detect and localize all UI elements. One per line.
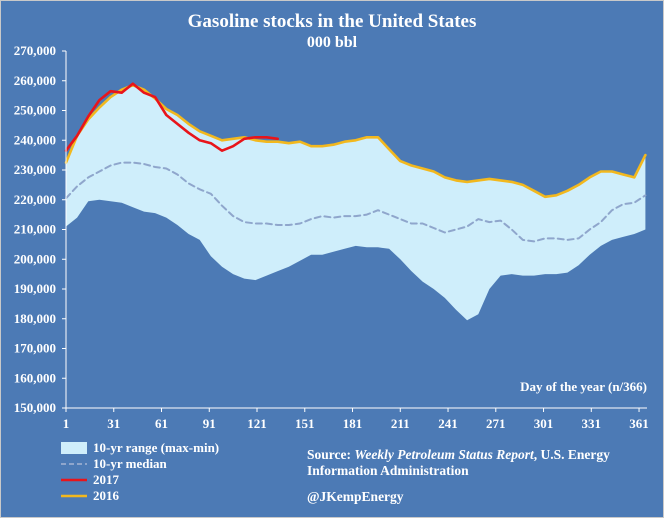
x-tick-label: 181 (343, 416, 363, 431)
y-tick-label: 210,000 (14, 222, 56, 237)
source-note-line2: Information Administration (307, 463, 469, 478)
legend-label-2017: 2017 (93, 472, 120, 487)
series-line-10-yr-median (65, 161, 647, 243)
x-tick-label: 361 (629, 416, 649, 431)
x-tick-label: 331 (582, 416, 602, 431)
source-title: Weekly Petroleum Status Report (354, 447, 535, 462)
chart-title: Gasoline stocks in the United States (188, 11, 477, 32)
chart-subtitle: 000 bbl (307, 34, 358, 51)
source-suffix: , U.S. Energy (534, 447, 610, 462)
x-tick-label: 1 (63, 416, 70, 431)
series-range-area (66, 85, 646, 321)
y-tick-label: 170,000 (14, 341, 56, 356)
range-area-layer (66, 85, 646, 321)
legend-label-2016: 2016 (93, 488, 120, 503)
series-line-2016 (64, 83, 647, 199)
y-tick-label: 270,000 (14, 43, 56, 58)
y-tick-label: 240,000 (14, 132, 56, 147)
y-tick-label: 260,000 (14, 73, 56, 88)
x-tick-label: 211 (391, 416, 410, 431)
y-tick-label: 220,000 (14, 192, 56, 207)
y-tick-label: 190,000 (14, 281, 56, 296)
y-tick-label: 200,000 (14, 251, 56, 266)
x-tick-label: 61 (155, 416, 168, 431)
y-tick-label: 180,000 (14, 311, 56, 326)
legend-label-10-yr-range-max-min: 10-yr range (max-min) (93, 440, 219, 455)
y-tick-label: 160,000 (14, 370, 56, 385)
legend: 10-yr range (max-min)10-yr median2017201… (61, 440, 219, 503)
x-tick-label: 151 (295, 416, 315, 431)
legend-swatch-10-yr-range-max-min (61, 442, 87, 454)
y-tick-label: 230,000 (14, 162, 56, 177)
x-tick-label: 91 (203, 416, 216, 431)
legend-label-10-yr-median: 10-yr median (93, 456, 168, 471)
author-credit: @JKempEnergy (307, 489, 404, 504)
x-tick-label: 271 (486, 416, 506, 431)
series-lines-layer (64, 82, 647, 243)
x-tick-label: 301 (534, 416, 554, 431)
y-tick-label: 250,000 (14, 103, 56, 118)
x-tick-label: 121 (247, 416, 267, 431)
x-tick-label: 31 (107, 416, 120, 431)
y-tick-label: 150,000 (14, 400, 56, 415)
source-note: Source: Weekly Petroleum Status Report, … (307, 447, 610, 462)
source-prefix: Source: (307, 447, 354, 462)
series-line-2017 (64, 82, 280, 152)
x-axis-label: Day of the year (n/366) (520, 379, 647, 394)
axes-layer: 150,000 160,000 170,000 180,000 190,000 200,0… (14, 43, 649, 431)
x-tick-label: 241 (438, 416, 458, 431)
